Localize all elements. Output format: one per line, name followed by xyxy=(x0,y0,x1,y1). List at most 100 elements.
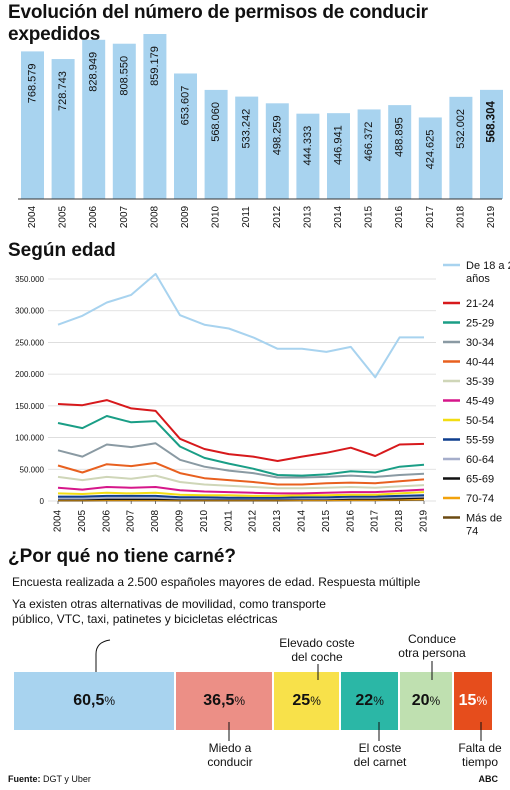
x-tick-label: 2009 xyxy=(175,509,186,532)
bar-2017 xyxy=(418,117,442,199)
segment-percent-sign: % xyxy=(310,694,321,708)
legend-label: 25-29 xyxy=(466,318,494,330)
label-fear-line1: Miedo a xyxy=(208,741,252,755)
bar-year-label: 2011 xyxy=(241,206,252,228)
segment-value: 22 xyxy=(355,692,374,709)
bar-2009 xyxy=(174,73,197,199)
survey-segment: 22% xyxy=(341,672,399,730)
survey-segment: 15% xyxy=(453,672,492,730)
legend-label: 65-69 xyxy=(466,474,494,486)
x-tick-label: 2008 xyxy=(150,509,161,532)
label-lack-time-line1: Falta de xyxy=(458,741,502,755)
label-cost-license-line1: El coste xyxy=(358,741,402,755)
bar-year-label: 2006 xyxy=(88,205,99,228)
bar-year-label: 2005 xyxy=(58,205,69,228)
line-series-21-24 xyxy=(57,399,425,462)
segment-percent-sign: % xyxy=(234,694,246,708)
label-other-drives-line1: Conduce xyxy=(407,632,457,646)
segment-percent-sign: % xyxy=(373,694,384,708)
label-cost-license: El coste del carnet xyxy=(348,741,412,769)
bar-2011 xyxy=(235,96,259,199)
label-fear-line2: conducir xyxy=(207,755,253,769)
label-lack-time: Falta de tiempo xyxy=(454,741,506,769)
bar-year-label: 2004 xyxy=(27,205,38,228)
survey-lead-annotation: Ya existen otras alternativas de movilid… xyxy=(12,597,372,627)
bar-2013 xyxy=(296,113,320,199)
line-series-50-54 xyxy=(57,491,425,497)
legend-label: 40-44 xyxy=(466,357,494,369)
legend-label: De 18 a 20 xyxy=(466,260,510,272)
legend-label: 70-74 xyxy=(466,493,494,505)
main-title: Evolución del número de permisos de cond… xyxy=(8,2,428,45)
brand-logo-text: ABC xyxy=(478,774,499,784)
bar-value-label: 446.941 xyxy=(333,125,345,165)
line-series-55-59 xyxy=(58,494,425,499)
permits-bar-chart: 768.579 728.743 828.949 808.550 859.179 653.6… xyxy=(18,34,503,228)
y-tick-label: 350.000 xyxy=(15,275,44,284)
survey-segment: 20% xyxy=(400,672,452,730)
label-cost-car: Elevado coste del coche xyxy=(272,636,362,664)
legend-label: Más de xyxy=(466,513,502,525)
bar-2018 xyxy=(449,96,473,199)
label-other-drives: Conduce otra persona xyxy=(392,632,472,660)
label-cost-car-line2: del coche xyxy=(291,650,343,664)
bar-2015 xyxy=(357,109,381,199)
bar-2012 xyxy=(265,103,289,199)
bar-2005 xyxy=(51,59,75,199)
x-tick-label: 2019 xyxy=(419,509,430,532)
bar-2006 xyxy=(82,39,106,200)
bar-value-label: 444.333 xyxy=(302,126,314,166)
survey-subtitle: Encuesta realizada a 2.500 españoles may… xyxy=(12,575,421,589)
y-tick-label: 0 xyxy=(40,497,45,506)
survey-segment: 25% xyxy=(274,672,340,730)
source-value: DGT y Uber xyxy=(43,774,91,784)
y-tick-label: 200.000 xyxy=(15,370,44,379)
label-cost-license-line2: del carnet xyxy=(353,755,407,769)
bar-2016 xyxy=(388,105,412,199)
bar-value-label: 859.179 xyxy=(149,46,161,86)
bar-year-label: 2015 xyxy=(364,205,375,228)
x-tick-label: 2007 xyxy=(126,509,137,532)
legend-label: 60-64 xyxy=(466,454,494,466)
label-fear: Miedo a conducir xyxy=(198,741,262,769)
line-series-40-44 xyxy=(57,461,425,486)
bar-value-label: 466.372 xyxy=(363,122,375,162)
bar-value-label: 768.579 xyxy=(27,64,39,104)
bar-value-label: 568.304 xyxy=(486,100,498,142)
x-tick-label: 2004 xyxy=(53,509,64,532)
y-tick-label: 50.000 xyxy=(20,465,45,474)
legend-label: 45-49 xyxy=(466,396,494,408)
segment-value: 60,5 xyxy=(73,692,105,709)
bar-2010 xyxy=(204,89,228,199)
age-title: Según edad xyxy=(8,240,116,261)
lead-line-2: público, VTC, taxi, patinetes y biciclet… xyxy=(12,612,278,626)
line-series-30-34 xyxy=(57,442,425,479)
bar-year-label: 2012 xyxy=(272,205,283,228)
legend-label: 30-34 xyxy=(466,337,494,349)
bar-value-label: 533.242 xyxy=(241,109,253,149)
line-series-De 18 a 20 años xyxy=(57,272,424,379)
bar-year-label: 2009 xyxy=(180,205,191,228)
bar-year-label: 2010 xyxy=(211,205,222,228)
segment-percent-sign: % xyxy=(476,694,488,708)
lead-line-1: Ya existen otras alternativas de movilid… xyxy=(12,597,326,611)
bar-year-label: 2008 xyxy=(149,205,160,228)
bar-value-label: 808.550 xyxy=(118,56,130,96)
survey-title: ¿Por qué no tiene carné? xyxy=(8,546,237,567)
bar-2019 xyxy=(480,89,503,199)
x-tick-label: 2011 xyxy=(223,510,234,532)
bar-year-label: 2013 xyxy=(302,205,313,228)
label-lack-time-line2: tiempo xyxy=(461,755,499,769)
bar-value-label: 424.625 xyxy=(424,130,436,170)
bar-value-label: 488.895 xyxy=(394,117,406,157)
bar-value-label: 728.743 xyxy=(57,71,69,111)
source-note: Fuente: DGT y Uber xyxy=(8,774,91,784)
bar-value-label: 653.607 xyxy=(180,86,192,126)
x-tick-label: 2016 xyxy=(345,509,356,532)
x-tick-label: 2014 xyxy=(297,509,308,532)
source-label: Fuente: xyxy=(8,774,41,784)
segment-percent-sign: % xyxy=(429,694,441,708)
bar-year-label: 2019 xyxy=(486,205,497,228)
x-tick-label: 2006 xyxy=(101,509,112,532)
segment-value: 20 xyxy=(411,692,430,709)
